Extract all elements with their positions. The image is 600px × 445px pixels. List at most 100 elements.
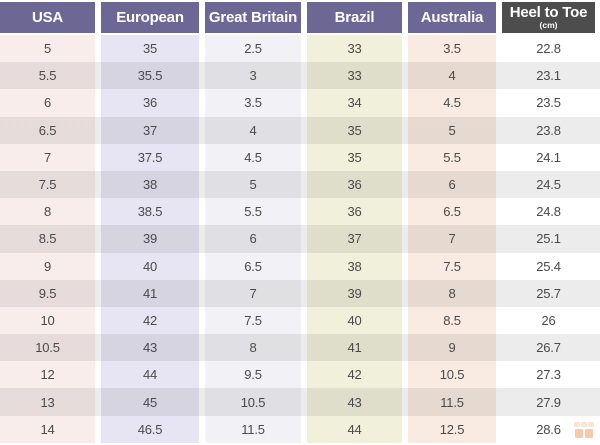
- table-row: 5.5 35.5 3 33 4 23.1: [0, 62, 600, 90]
- table-row: 14 46.5 11.5 44 12.5 28.6: [0, 415, 600, 443]
- table-cell: 28.6: [502, 415, 595, 443]
- table-cell: 6: [0, 89, 95, 117]
- table-cell: 42: [307, 361, 402, 389]
- table-cell: 5: [0, 35, 95, 63]
- table-cell: 24.1: [502, 143, 595, 171]
- table-cell: 37: [307, 225, 402, 253]
- table-cell: 40: [101, 252, 199, 280]
- table-cell: 9: [0, 252, 95, 280]
- table-cell: 5.5: [408, 143, 496, 171]
- table-cell: 44: [307, 415, 402, 443]
- table-cell: 14: [0, 415, 95, 443]
- header-cell-brazil: Brazil: [307, 2, 402, 33]
- table-cell: 12.5: [408, 415, 496, 443]
- table-cell: 5: [408, 116, 496, 144]
- table-cell: 5.5: [205, 198, 301, 226]
- table-cell: 3: [205, 62, 301, 90]
- header-label: Great Britain: [208, 8, 298, 26]
- table-cell: 6.5: [0, 116, 95, 144]
- table-row: 6 36 3.5 34 4.5 23.5: [0, 89, 600, 117]
- table-cell: 23.1: [502, 62, 595, 90]
- table-cell: 23.8: [502, 116, 595, 144]
- table-cell: 8: [408, 279, 496, 307]
- table-cell: 35: [101, 35, 199, 63]
- header-label: European: [116, 8, 184, 26]
- table-row: 13 45 10.5 43 11.5 27.9: [0, 388, 600, 416]
- table-cell: 6: [408, 170, 496, 199]
- table-cell: 10.5: [408, 361, 496, 389]
- table-cell: 13: [0, 388, 95, 416]
- table-cell: 24.5: [502, 170, 595, 199]
- table-cell: 35: [307, 116, 402, 144]
- header-sublabel-cm: (cm): [539, 19, 558, 30]
- table-row: 12 44 9.5 42 10.5 27.3: [0, 361, 600, 389]
- table-cell: 9.5: [205, 361, 301, 389]
- table-cell: 7.5: [0, 170, 95, 199]
- table-header-row: USA European Great Britain Brazil Austra…: [0, 2, 600, 33]
- header-cell-great-britain: Great Britain: [205, 2, 301, 33]
- table-cell: 37: [101, 116, 199, 144]
- header-cell-usa: USA: [0, 2, 95, 33]
- table-cell: 23.5: [502, 89, 595, 117]
- table-cell: 11.5: [408, 388, 496, 416]
- header-label: USA: [31, 8, 64, 26]
- header-label: Heel to Toe: [509, 4, 588, 22]
- table-cell: 43: [101, 334, 199, 362]
- table-cell: 4.5: [408, 89, 496, 117]
- table-cell: 43: [307, 388, 402, 416]
- table-row: 8 38.5 5.5 36 6.5 24.8: [0, 198, 600, 226]
- table-cell: 8: [205, 334, 301, 362]
- table-cell: 42: [101, 306, 199, 335]
- table-cell: 12: [0, 361, 95, 389]
- table-cell: 38.5: [101, 198, 199, 226]
- table-cell: 7: [408, 225, 496, 253]
- table-cell: 10.5: [0, 334, 95, 362]
- table-row: 7 37.5 4.5 35 5.5 24.1: [0, 143, 600, 171]
- table-cell: 36: [307, 170, 402, 199]
- table-cell: 39: [101, 225, 199, 253]
- table-cell: 26: [502, 306, 595, 335]
- table-cell: 35: [307, 143, 402, 171]
- table-cell: 33: [307, 35, 402, 63]
- table-cell: 7: [0, 143, 95, 171]
- table-cell: 7.5: [205, 306, 301, 335]
- table-cell: 25.4: [502, 252, 595, 280]
- header-label: Australia: [420, 8, 484, 26]
- header-cell-european: European: [101, 2, 199, 33]
- table-cell: 36: [307, 198, 402, 226]
- table-cell: 7.5: [408, 252, 496, 280]
- table-cell: 22.8: [502, 35, 595, 63]
- header-cell-heel-to-toe: Heel to Toe (cm): [502, 2, 595, 33]
- table-cell: 26.7: [502, 334, 595, 362]
- table-cell: 2.5: [205, 35, 301, 63]
- table-row: 9.5 41 7 39 8 25.7: [0, 279, 600, 307]
- table-row: 9 40 6.5 38 7.5 25.4: [0, 252, 600, 280]
- table-cell: 37.5: [101, 143, 199, 171]
- table-cell: 3.5: [205, 89, 301, 117]
- table-cell: 45: [101, 388, 199, 416]
- table-cell: 8: [0, 198, 95, 226]
- table-cell: 9.5: [0, 279, 95, 307]
- table-cell: 40: [307, 306, 402, 335]
- table-cell: 38: [307, 252, 402, 280]
- table-cell: 5.5: [0, 62, 95, 90]
- table-row: 5 35 2.5 33 3.5 22.8: [0, 35, 600, 63]
- table-row: 7.5 38 5 36 6 24.5: [0, 170, 600, 199]
- table-cell: 5: [205, 170, 301, 199]
- table-cell: 41: [101, 279, 199, 307]
- table-row: 10.5 43 8 41 9 26.7: [0, 334, 600, 362]
- table-cell: 10: [0, 306, 95, 335]
- table-cell: 6: [205, 225, 301, 253]
- table-cell: 6.5: [408, 198, 496, 226]
- table-cell: 24.8: [502, 198, 595, 226]
- table-cell: 10.5: [205, 388, 301, 416]
- header-label: Brazil: [334, 8, 375, 26]
- table-cell: 25.1: [502, 225, 595, 253]
- table-cell: 46.5: [101, 415, 199, 443]
- table-cell: 4: [408, 62, 496, 90]
- table-cell: 4.5: [205, 143, 301, 171]
- table-cell: 39: [307, 279, 402, 307]
- table-cell: 36: [101, 89, 199, 117]
- table-cell: 6.5: [205, 252, 301, 280]
